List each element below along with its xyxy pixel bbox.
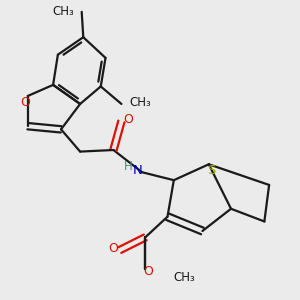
Text: O: O — [124, 113, 133, 126]
Text: O: O — [143, 265, 153, 278]
Text: CH₃: CH₃ — [174, 271, 196, 284]
Text: N: N — [132, 164, 142, 177]
Text: O: O — [20, 96, 30, 109]
Text: CH₃: CH₃ — [129, 96, 151, 109]
Text: H: H — [124, 160, 133, 173]
Text: O: O — [108, 242, 118, 255]
Text: CH₃: CH₃ — [52, 5, 74, 18]
Text: S: S — [207, 164, 215, 176]
